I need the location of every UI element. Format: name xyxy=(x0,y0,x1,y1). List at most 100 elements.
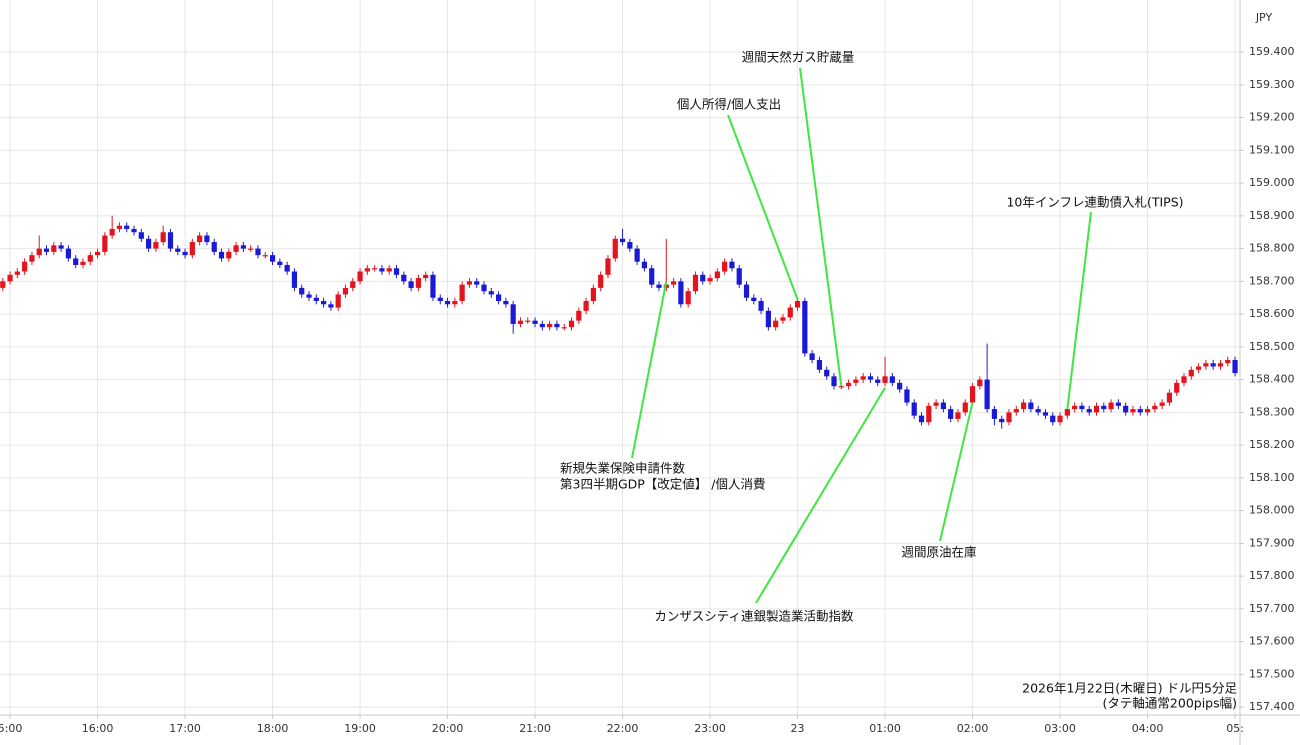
footer-note: (タテ軸通常200pips幅) xyxy=(1103,696,1237,711)
y-tick-label: 157.600 xyxy=(1249,635,1295,648)
y-tick-label: 158.900 xyxy=(1249,209,1295,222)
candle-body xyxy=(401,274,407,282)
candle-body xyxy=(65,248,71,259)
y-tick-label: 159.200 xyxy=(1249,111,1295,124)
grid-layer xyxy=(0,0,1240,715)
candle-body xyxy=(415,278,421,288)
candle-body xyxy=(853,379,859,383)
y-tick-label: 157.800 xyxy=(1249,569,1295,582)
candle-body xyxy=(984,379,990,410)
x-tick-label: 02:00 xyxy=(957,722,989,735)
candle-body xyxy=(525,320,531,322)
candle-body xyxy=(1006,412,1012,423)
candle-body xyxy=(729,261,735,269)
candle-body xyxy=(299,287,305,295)
candle-body xyxy=(641,261,648,269)
annotation-label: カンザスシティ連銀製造業活動指数 xyxy=(654,609,854,624)
candle-body xyxy=(379,268,385,272)
candle-body xyxy=(612,238,618,259)
candle-body xyxy=(306,294,312,298)
candle-body xyxy=(488,291,494,295)
candle-body xyxy=(707,278,713,282)
candle-body xyxy=(1064,409,1070,416)
candle-body xyxy=(320,301,327,305)
y-axis-label: JPY xyxy=(1255,11,1273,24)
candle-body xyxy=(685,291,691,305)
candle-body xyxy=(1108,402,1114,410)
candle-body xyxy=(430,274,436,298)
candle-body xyxy=(918,415,925,423)
candle-body xyxy=(1028,402,1034,410)
candle-body xyxy=(444,301,451,305)
x-tick-label: 22:00 xyxy=(607,722,639,735)
candle-body xyxy=(94,251,101,256)
candle-body xyxy=(1203,363,1209,367)
candle-body xyxy=(605,258,611,275)
candle-body xyxy=(780,317,786,321)
candle-body xyxy=(160,232,166,243)
candle-body xyxy=(58,245,64,249)
candle-body xyxy=(1013,409,1019,413)
candle-body xyxy=(670,281,677,285)
candle-body xyxy=(1217,363,1224,367)
candle-body xyxy=(73,258,79,265)
y-tick-label: 157.700 xyxy=(1249,602,1295,615)
candle-body xyxy=(211,242,217,252)
candle-body xyxy=(350,281,356,288)
candle-body xyxy=(1152,405,1158,410)
candle-body xyxy=(722,261,728,272)
y-tick-label: 158.400 xyxy=(1249,373,1295,386)
y-tick-label: 158.300 xyxy=(1249,405,1295,418)
candle-body xyxy=(1166,392,1173,403)
y-tick-label: 158.700 xyxy=(1249,274,1295,287)
y-tick-label: 158.600 xyxy=(1249,307,1295,320)
candle-body xyxy=(328,304,334,308)
candle-body xyxy=(36,248,42,256)
y-tick-label: 159.300 xyxy=(1249,78,1295,91)
candle-body xyxy=(218,251,225,259)
annotation-line xyxy=(799,67,843,387)
candle-body xyxy=(233,245,239,252)
y-tick-label: 159.400 xyxy=(1249,45,1295,58)
candle-body xyxy=(867,376,874,380)
candle-body xyxy=(116,225,123,229)
candle-body xyxy=(568,320,575,328)
candle-body xyxy=(1042,412,1049,416)
candle-body xyxy=(758,301,764,311)
y-tick-label: 158.500 xyxy=(1249,340,1295,353)
candle-body xyxy=(102,235,108,252)
candle-body xyxy=(423,274,429,279)
candle-body xyxy=(175,248,181,252)
candle-body xyxy=(284,264,290,272)
candle-body xyxy=(138,232,144,239)
candle-body xyxy=(955,412,961,419)
candle-body xyxy=(517,320,524,324)
candle-body xyxy=(1093,405,1100,413)
candle-body xyxy=(1050,415,1056,423)
candle-body xyxy=(109,228,115,236)
candle-body xyxy=(838,386,844,388)
candle-body xyxy=(787,307,793,318)
x-tick-label: 23:00 xyxy=(694,722,726,735)
candle-body xyxy=(503,301,509,305)
candle-body xyxy=(773,320,779,328)
candle-body xyxy=(897,382,903,390)
x-tick-label: 04:00 xyxy=(1132,722,1164,735)
candle-body xyxy=(466,281,473,285)
x-tick-label: 01:00 xyxy=(869,722,901,735)
candle-body xyxy=(1130,409,1136,413)
y-tick-label: 158.000 xyxy=(1249,504,1295,517)
candle-body xyxy=(1035,409,1041,413)
candle-body xyxy=(510,304,516,324)
candle-body xyxy=(824,369,830,377)
candle-body xyxy=(14,271,20,275)
candle-body xyxy=(1159,402,1165,406)
candle-body xyxy=(875,379,881,383)
candle-body xyxy=(809,353,815,360)
x-tick-label: 19:00 xyxy=(344,722,376,735)
candle-body xyxy=(124,225,130,229)
y-tick-label: 159.100 xyxy=(1249,143,1295,156)
candle-body xyxy=(1079,405,1085,410)
candle-body xyxy=(335,294,341,308)
